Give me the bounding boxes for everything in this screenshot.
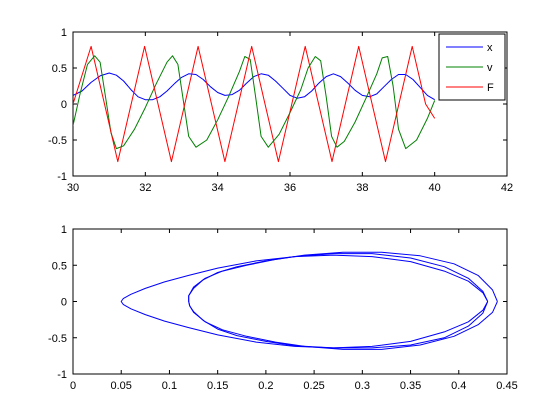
x-tick-label: 0.45 xyxy=(496,380,517,392)
y-tick-label: -1 xyxy=(57,369,67,381)
x-tick-label: 38 xyxy=(356,182,368,194)
x-tick-label: 36 xyxy=(284,182,296,194)
y-tick-label: 1 xyxy=(61,27,67,39)
legend-label-F: F xyxy=(487,82,494,94)
orbit-line-3 xyxy=(188,251,498,350)
plot-area-frame xyxy=(72,31,508,177)
x-tick-label: 0.15 xyxy=(207,380,228,392)
x-tick-label: 40 xyxy=(429,182,441,194)
plot-area-frame xyxy=(72,228,508,375)
series-line-F xyxy=(73,45,436,163)
x-tick-label: 42 xyxy=(501,182,513,194)
legend-label-x: x xyxy=(487,42,493,54)
series-group xyxy=(120,251,498,350)
x-tick-label: 0.3 xyxy=(355,380,370,392)
x-tick-label: 0 xyxy=(70,380,76,392)
x-tick-label: 0.2 xyxy=(258,380,273,392)
x-tick-label: 0.25 xyxy=(303,380,324,392)
y-tick-label: 0 xyxy=(61,99,67,111)
series-line-x xyxy=(73,72,435,101)
y-tick-label: 0.5 xyxy=(52,260,67,272)
axes-1: 30 32 34 36 38 40 42 -1 -0.5 0 0.5 1 xvF xyxy=(48,27,513,194)
axes-2: 0 0.05 0.1 0.15 0.2 0.25 0.3 0.35 0.4 0.45 -1 -0.5 0… xyxy=(48,224,518,392)
x-tick-label: 0.1 xyxy=(162,380,177,392)
y-tick-label: -0.5 xyxy=(48,333,67,345)
y-tick-label: 0.5 xyxy=(52,63,67,75)
x-tick-label: 30 xyxy=(67,182,79,194)
legend: xvF xyxy=(438,33,506,101)
orbit-line-1 xyxy=(120,254,489,349)
x-tick-label: 34 xyxy=(212,182,224,194)
x-tick-label: 0.35 xyxy=(400,380,421,392)
y-tick-label: -1 xyxy=(57,171,67,183)
x-tick-label: 0.05 xyxy=(111,380,132,392)
y-tick-label: -0.5 xyxy=(48,135,67,147)
series-group xyxy=(73,45,436,163)
series-line-v xyxy=(73,55,436,150)
x-tick-label: 32 xyxy=(139,182,151,194)
y-tick-label: 1 xyxy=(61,224,67,236)
y-tick-label: 0 xyxy=(61,297,67,309)
legend-label-v: v xyxy=(487,62,493,74)
x-tick-label: 0.4 xyxy=(451,380,466,392)
